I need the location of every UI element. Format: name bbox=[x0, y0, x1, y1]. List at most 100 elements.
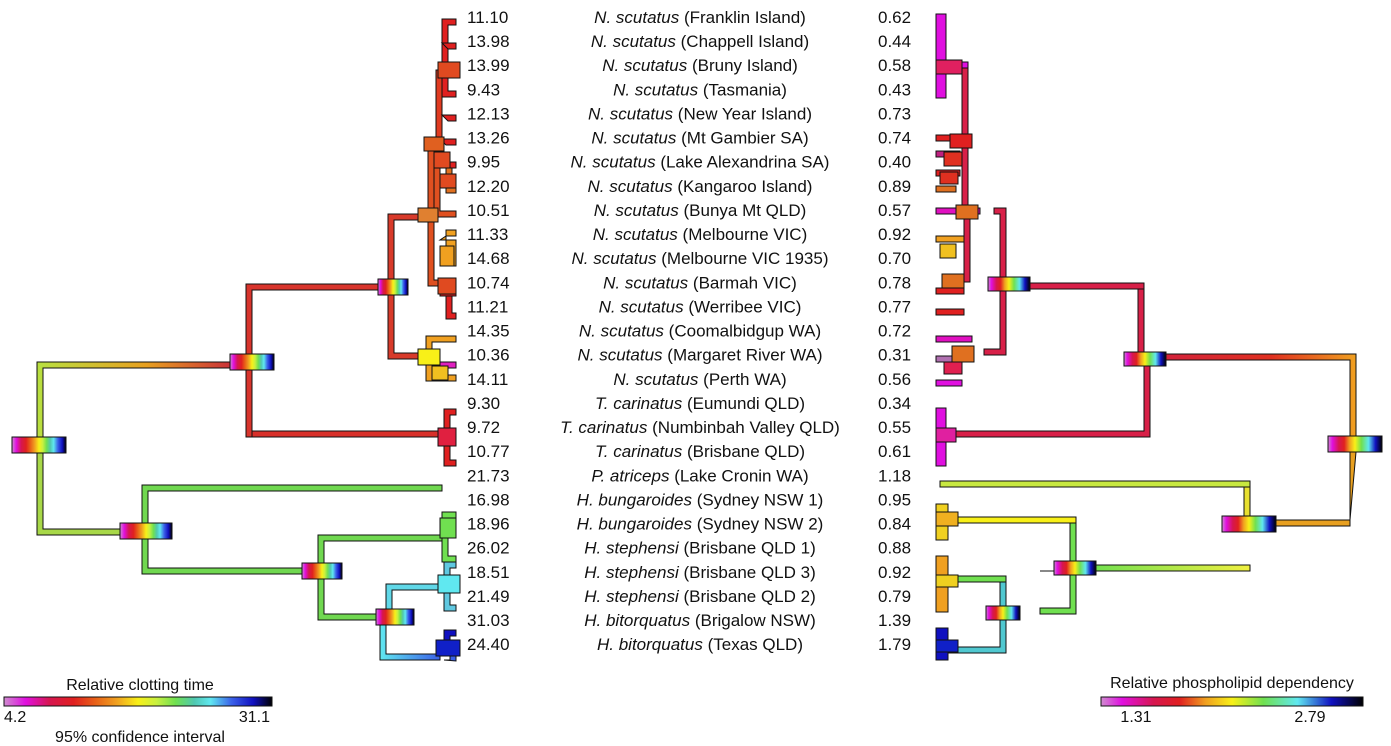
taxon-label: N. scutatus (Bruny Island) bbox=[602, 56, 798, 75]
taxon-rows: 11.10 N. scutatus (Franklin Island) 0.62 13… bbox=[467, 8, 911, 654]
phospholipid-value: 0.88 bbox=[878, 539, 911, 558]
phospholipid-value: 0.89 bbox=[878, 177, 911, 196]
tree-branch bbox=[1039, 570, 1077, 615]
taxon-row: 31.03 H. bitorquatus (Brigalow NSW) 1.39 bbox=[467, 611, 911, 630]
taxon-label: H. bitorquatus (Brigalow NSW) bbox=[584, 611, 815, 630]
phospholipid-value: 0.57 bbox=[878, 201, 911, 220]
phospholipid-value: 0.56 bbox=[878, 370, 911, 389]
taxon-label: H. stephensi (Brisbane QLD 1) bbox=[584, 539, 816, 558]
species-name: N. scutatus bbox=[603, 273, 689, 292]
taxon-label: N. scutatus (Coomalbidgup WA) bbox=[579, 322, 821, 341]
species-name: T. carinatus bbox=[595, 394, 683, 413]
tree-branch bbox=[246, 430, 443, 438]
node-interval bbox=[375, 608, 415, 626]
tree-branch bbox=[445, 295, 457, 320]
clotting-time-value: 26.02 bbox=[467, 539, 510, 558]
phospholipid-value: 0.44 bbox=[878, 32, 911, 51]
locality-name: (Brisbane QLD) bbox=[687, 442, 805, 461]
taxon-row: 10.74 N. scutatus (Barmah VIC) 0.78 bbox=[467, 273, 911, 292]
phospholipid-value: 0.70 bbox=[878, 249, 911, 268]
phospholipid-value: 0.43 bbox=[878, 80, 911, 99]
species-name: H. bitorquatus bbox=[597, 635, 703, 654]
tree-branch bbox=[141, 484, 443, 530]
locality-name: (Brisbane QLD 2) bbox=[683, 587, 815, 606]
node-interval bbox=[437, 61, 461, 79]
tree-branch bbox=[1143, 353, 1357, 439]
clotting-time-value: 13.98 bbox=[467, 32, 510, 51]
locality-name: (Coomalbidgup WA) bbox=[669, 322, 821, 341]
species-name: H. stephensi bbox=[584, 563, 680, 582]
phospholipid-value: 0.31 bbox=[878, 346, 911, 365]
taxon-label: N. scutatus (Bunya Mt QLD) bbox=[594, 201, 807, 220]
node-interval bbox=[941, 273, 965, 289]
taxon-row: 11.10 N. scutatus (Franklin Island) 0.62 bbox=[467, 8, 911, 27]
node-interval bbox=[229, 353, 275, 371]
taxon-row: 9.72 T. carinatus (Numbinbah Valley QLD) 0… bbox=[467, 418, 911, 437]
phospholipid-value: 0.78 bbox=[878, 273, 911, 292]
taxon-label: N. scutatus (Werribee VIC) bbox=[599, 297, 802, 316]
legend-max-label: 31.1 bbox=[239, 709, 270, 726]
taxon-label: N. scutatus (Melbourne VIC) bbox=[593, 225, 808, 244]
locality-name: (Brisbane QLD 3) bbox=[683, 563, 815, 582]
node-interval bbox=[437, 427, 457, 447]
phospholipid-tree bbox=[935, 13, 1383, 661]
tree-branch bbox=[943, 516, 1077, 524]
clotting-time-value: 9.72 bbox=[467, 418, 500, 437]
clotting-time-value: 14.68 bbox=[467, 249, 510, 268]
phospholipid-value: 0.40 bbox=[878, 153, 911, 172]
node-interval bbox=[377, 278, 409, 296]
node-interval bbox=[11, 436, 67, 454]
phospholipid-value: 0.77 bbox=[878, 297, 911, 316]
species-name: N. scutatus bbox=[594, 8, 680, 27]
locality-name: (Margaret River WA) bbox=[667, 346, 822, 365]
phospholipid-value: 0.72 bbox=[878, 322, 911, 341]
clotting-time-value: 21.49 bbox=[467, 587, 510, 606]
taxon-row: 10.36 N. scutatus (Margaret River WA) 0.31 bbox=[467, 346, 911, 365]
clotting-time-value: 11.21 bbox=[467, 297, 508, 316]
node-interval bbox=[1327, 435, 1383, 453]
taxon-label: N. scutatus (Barmah VIC) bbox=[603, 273, 797, 292]
taxon-row: 9.30 T. carinatus (Eumundi QLD) 0.34 bbox=[467, 394, 911, 413]
node-interval bbox=[119, 522, 173, 540]
node-interval bbox=[939, 243, 957, 259]
species-name: N. scutatus bbox=[588, 104, 674, 123]
species-name: N. scutatus bbox=[593, 225, 679, 244]
node-interval bbox=[935, 511, 959, 527]
clotting-time-legend: Relative clotting time 4.2 31.1 95% conf… bbox=[3, 677, 273, 746]
clotting-time-value: 14.11 bbox=[467, 370, 508, 389]
node-interval bbox=[439, 173, 457, 189]
tree-branch bbox=[387, 213, 429, 285]
clotting-time-value: 9.95 bbox=[467, 153, 500, 172]
taxon-row: 14.68 N. scutatus (Melbourne VIC 1935) 0.7… bbox=[467, 249, 911, 268]
species-name: N. scutatus bbox=[599, 297, 685, 316]
node-interval bbox=[1053, 560, 1097, 576]
species-name: H. bitorquatus bbox=[584, 611, 690, 630]
taxon-row: 16.98 H. bungaroides (Sydney NSW 1) 0.95 bbox=[467, 490, 911, 509]
phospholipid-value: 1.18 bbox=[878, 466, 911, 485]
species-name: N. scutatus bbox=[613, 370, 699, 389]
taxon-label: N. scutatus (Tasmania) bbox=[613, 80, 787, 99]
taxon-row: 12.20 N. scutatus (Kangaroo Island) 0.89 bbox=[467, 177, 911, 196]
taxon-label: N. scutatus (Melbourne VIC 1935) bbox=[571, 249, 828, 268]
taxon-label: H. bungaroides (Sydney NSW 2) bbox=[577, 515, 824, 534]
tree-branch bbox=[935, 335, 973, 343]
taxon-row: 12.13 N. scutatus (New Year Island) 0.73 bbox=[467, 104, 911, 123]
taxon-row: 10.51 N. scutatus (Bunya Mt QLD) 0.57 bbox=[467, 201, 911, 220]
tree-branch bbox=[440, 114, 457, 122]
taxon-label: N. scutatus (Lake Alexandrina SA) bbox=[571, 153, 830, 172]
locality-name: (Franklin Island) bbox=[684, 8, 806, 27]
tree-branch bbox=[1243, 482, 1251, 521]
clotting-time-value: 9.30 bbox=[467, 394, 500, 413]
tree-branch bbox=[935, 13, 947, 99]
taxon-row: 21.49 H. stephensi (Brisbane QLD 2) 0.79 bbox=[467, 587, 911, 606]
tree-branch bbox=[1091, 564, 1251, 572]
node-interval bbox=[301, 562, 343, 580]
taxon-row: 18.51 H. stephensi (Brisbane QLD 3) 0.92 bbox=[467, 563, 911, 582]
locality-name: (Mt Gambier SA) bbox=[681, 129, 809, 148]
locality-name: (Chappell Island) bbox=[681, 32, 810, 51]
legend-note: 95% confidence interval bbox=[55, 729, 225, 746]
taxon-label: N. scutatus (Kangaroo Island) bbox=[588, 177, 813, 196]
node-interval bbox=[943, 151, 963, 167]
locality-name: (Sydney NSW 1) bbox=[697, 490, 824, 509]
